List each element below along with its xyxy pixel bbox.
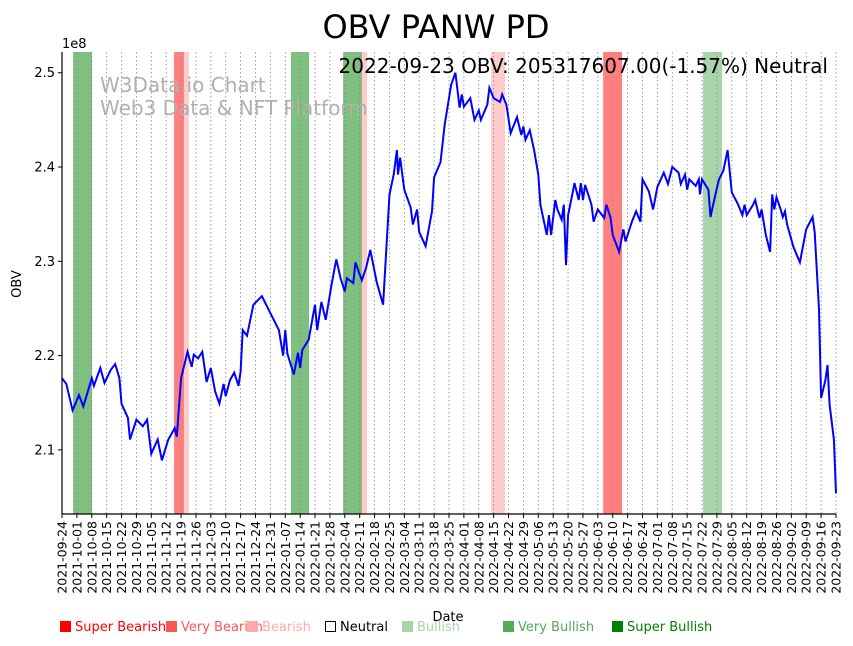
signal-band-bearish <box>491 52 506 514</box>
legend-swatch-icon <box>325 621 336 632</box>
signal-band-bearish <box>362 52 368 514</box>
x-tick-label: 2022-08-05 <box>724 521 739 594</box>
y-tick-label: 2.3 <box>34 255 55 270</box>
x-tick-label: 2021-10-15 <box>99 521 114 594</box>
x-tick-label: 2022-09-16 <box>814 521 829 594</box>
x-tick-label: 2021-12-24 <box>248 521 263 594</box>
y-tick-label: 2.1 <box>34 443 55 458</box>
x-tick-label: 2022-02-25 <box>382 521 397 594</box>
watermark-line-2: Web3 Data & NFT Platform <box>100 96 368 120</box>
legend-swatch-icon <box>247 621 258 632</box>
x-tick-label: 2022-01-21 <box>308 521 323 594</box>
legend-label: Super Bullish <box>627 620 713 635</box>
x-tick-label: 2022-01-28 <box>322 521 337 594</box>
x-tick-label: 2022-06-17 <box>620 521 635 594</box>
x-tick-label: 2021-09-24 <box>55 521 70 594</box>
chart-title: OBV PANW PD <box>322 8 549 46</box>
x-tick-label: 2022-03-25 <box>442 521 457 594</box>
obv-line <box>61 72 837 494</box>
y-tick-label: 2.5 <box>34 66 55 81</box>
x-tick-label: 2022-02-11 <box>352 521 367 594</box>
x-tick-label: 2022-02-18 <box>367 521 382 594</box>
x-tick-label: 2022-04-01 <box>456 521 471 594</box>
x-tick-label: 2021-11-26 <box>188 521 203 594</box>
chart-annotation: 2022-09-23 OBV: 205317607.00(-1.57%) Neu… <box>339 54 828 78</box>
x-tick-label: 2021-10-22 <box>114 521 129 594</box>
x-tick-label: 2021-11-19 <box>174 521 189 594</box>
signal-band-very-bearish <box>603 52 623 514</box>
legend-label: Very Bullish <box>518 620 595 635</box>
legend-item: Super Bearish <box>60 620 166 635</box>
legend-swatch-icon <box>402 621 413 632</box>
legend-label: Bullish <box>417 620 461 635</box>
x-tick-label: 2021-10-29 <box>129 521 144 594</box>
x-tick-label: 2022-04-08 <box>471 521 486 594</box>
x-tick-label: 2021-12-17 <box>233 521 248 594</box>
signal-band-very-bullish <box>291 52 310 514</box>
x-tick-label: 2022-09-09 <box>799 521 814 594</box>
x-tick-label: 2021-12-31 <box>263 521 278 594</box>
x-tick-label: 2022-06-03 <box>590 521 605 594</box>
x-tick-label: 2022-01-07 <box>278 521 293 594</box>
x-tick-label: 2021-10-08 <box>84 521 99 594</box>
x-tick-label: 2022-03-11 <box>412 521 427 594</box>
x-tick-label: 2021-12-10 <box>218 521 233 594</box>
legend-swatch-icon <box>166 621 177 632</box>
x-tick-label: 2022-05-13 <box>546 521 561 594</box>
x-tick-label: 2022-04-15 <box>486 521 501 594</box>
legend-label: Super Bearish <box>75 620 167 635</box>
legend-item: Very Bearish <box>166 620 263 635</box>
x-tick-label: 2022-08-19 <box>754 521 769 594</box>
x-tick-label: 2022-05-27 <box>575 521 590 594</box>
x-tick-label: 2022-02-04 <box>337 521 352 594</box>
legend-label: Very Bearish <box>181 620 263 635</box>
watermark-line-1: W3Data.io Chart <box>100 73 266 97</box>
x-tick-label: 2022-03-04 <box>397 521 412 594</box>
x-tick-label: 2022-07-08 <box>665 521 680 594</box>
legend-item: Very Bullish <box>503 620 594 635</box>
x-tick-label: 2022-06-10 <box>605 521 620 594</box>
x-tick-label: 2022-07-15 <box>680 521 695 594</box>
x-tick-label: 2022-03-18 <box>427 521 442 594</box>
signal-band-bullish <box>703 52 723 514</box>
x-tick-label: 2022-01-14 <box>293 521 308 594</box>
x-tick-label: 2022-04-29 <box>516 521 531 594</box>
x-tick-label: 2022-08-26 <box>769 521 784 594</box>
x-tick-label: 2021-11-12 <box>159 521 174 594</box>
x-tick-label: 2022-07-01 <box>650 521 665 594</box>
legend-label: Bearish <box>262 620 311 635</box>
legend-item: Bullish <box>402 620 460 635</box>
x-tick-label: 2022-06-24 <box>635 521 650 594</box>
x-tick-label: 2022-07-29 <box>709 521 724 594</box>
x-axis-label: Date <box>432 610 463 625</box>
legend-item: Neutral <box>325 620 388 635</box>
legend-label: Neutral <box>340 620 388 635</box>
y-axis-label: OBV <box>10 270 25 298</box>
signal-band-very-bearish <box>174 52 185 514</box>
legend-swatch-icon <box>612 621 623 632</box>
x-tick-label: 2022-08-12 <box>739 521 754 594</box>
x-tick-label: 2022-09-23 <box>829 521 844 594</box>
signal-band-bearish <box>184 52 189 514</box>
x-tick-label: 2022-09-02 <box>784 521 799 594</box>
legend-swatch-icon <box>60 621 71 632</box>
legend-item: Bearish <box>247 620 311 635</box>
y-tick-label: 2.4 <box>34 161 55 176</box>
x-tick-label: 2022-05-20 <box>561 521 576 594</box>
legend-item: Super Bullish <box>612 620 712 635</box>
y-multiplier: 1e8 <box>62 37 87 52</box>
legend-swatch-icon <box>503 621 514 632</box>
x-tick-label: 2022-05-06 <box>531 521 546 594</box>
x-tick-label: 2021-10-01 <box>69 521 84 594</box>
y-tick-label: 2.2 <box>34 349 55 364</box>
x-tick-label: 2022-04-22 <box>501 521 516 594</box>
signal-band-very-bullish <box>73 52 92 514</box>
x-tick-label: 2021-12-03 <box>203 521 218 594</box>
x-tick-label: 2022-07-22 <box>695 521 710 594</box>
x-tick-label: 2021-11-05 <box>144 521 159 594</box>
